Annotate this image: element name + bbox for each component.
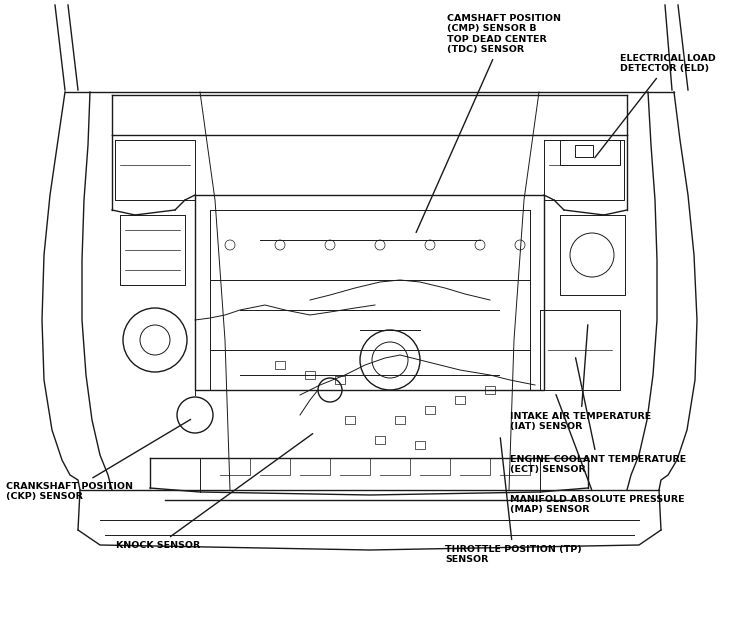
Text: KNOCK SENSOR: KNOCK SENSOR [116,434,313,550]
Bar [275,361,285,369]
Text: INTAKE AIR TEMPERATURE
(IAT) SENSOR: INTAKE AIR TEMPERATURE (IAT) SENSOR [510,325,651,431]
Bar [375,436,385,444]
Bar [335,376,345,384]
Bar [425,406,435,414]
Text: ENGINE COOLANT TEMPERATURE
(ECT) SENSOR: ENGINE COOLANT TEMPERATURE (ECT) SENSOR [510,358,687,474]
Bar [455,396,465,404]
Bar [345,416,355,424]
Text: THROTTLE POSITION (TP)
SENSOR: THROTTLE POSITION (TP) SENSOR [445,437,582,565]
Text: MANIFOLD ABSOLUTE PRESSURE
(MAP) SENSOR: MANIFOLD ABSOLUTE PRESSURE (MAP) SENSOR [510,395,684,515]
Bar [575,145,593,157]
Bar [415,441,425,449]
Text: ELECTRICAL LOAD
DETECTOR (ELD): ELECTRICAL LOAD DETECTOR (ELD) [595,54,716,158]
Bar [305,371,315,379]
Text: CRANKSHAFT POSITION
(CKP) SENSOR: CRANKSHAFT POSITION (CKP) SENSOR [6,420,191,502]
Bar [395,416,405,424]
Text: CAMSHAFT POSITION
(CMP) SENSOR B
TOP DEAD CENTER
(TDC) SENSOR: CAMSHAFT POSITION (CMP) SENSOR B TOP DEA… [416,14,561,233]
Bar [485,386,495,394]
